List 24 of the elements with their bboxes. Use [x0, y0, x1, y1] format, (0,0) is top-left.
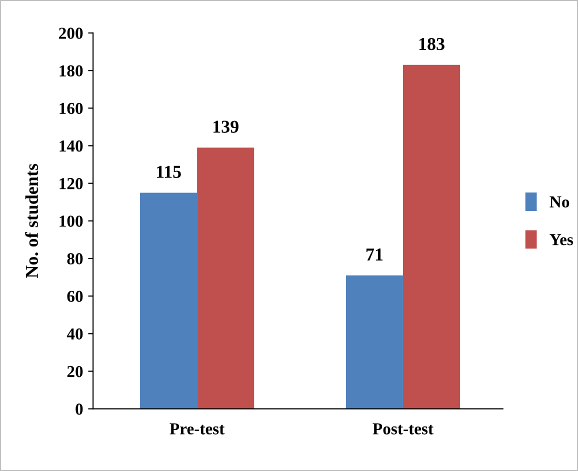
y-tick-label: 200 [59, 28, 83, 39]
data-label: 183 [419, 38, 444, 50]
bar [140, 192, 198, 409]
x-tick-label: Pre-test [170, 423, 225, 434]
bar [197, 148, 254, 409]
data-label: 115 [156, 166, 181, 178]
data-label: 71 [366, 248, 383, 260]
x-tick-label: Post-test [372, 423, 434, 434]
y-tick-label: 40 [66, 328, 83, 340]
legend-label: No [550, 196, 570, 208]
bar [346, 275, 403, 409]
data-label: 139 [213, 120, 238, 133]
y-tick-label: 140 [60, 140, 83, 152]
y-tick-label: 100 [60, 216, 83, 227]
y-tick-label: 160 [60, 102, 83, 114]
y-tick-label: 120 [60, 178, 83, 190]
y-tick-label: 80 [67, 253, 83, 264]
bar [402, 64, 460, 409]
y-tick-label: 0 [76, 404, 83, 415]
legend-label: Yes [550, 234, 574, 246]
y-tick-label: 180 [60, 65, 83, 76]
y-tick-label: 60 [67, 290, 83, 302]
y-tick-label: 20 [67, 366, 83, 378]
y-axis-title: No. of students [25, 164, 38, 278]
